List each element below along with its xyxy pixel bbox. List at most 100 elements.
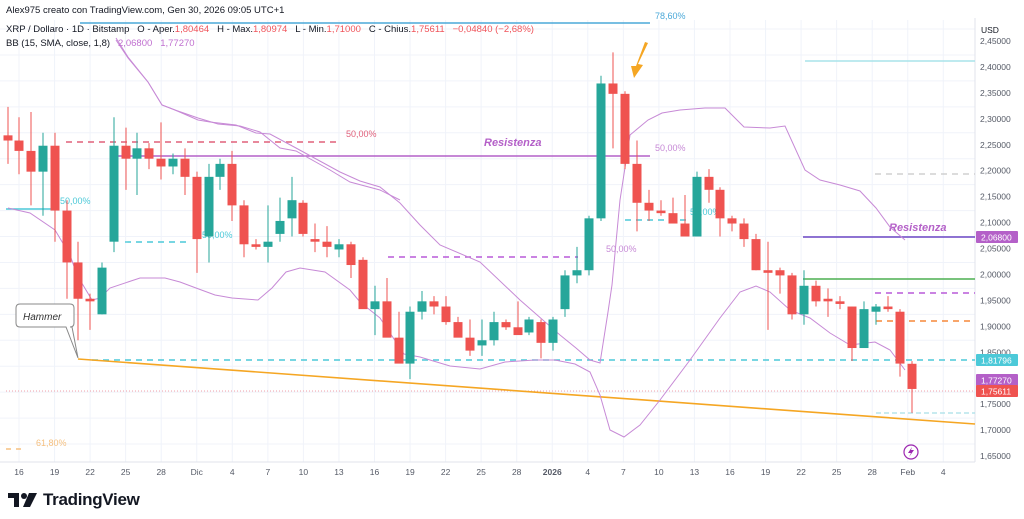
candle-down [811, 280, 821, 307]
time-tick-label: 16 [370, 467, 380, 477]
candle-down [715, 187, 725, 237]
candle-up [489, 311, 499, 346]
candle-up [417, 290, 427, 320]
time-tick-label: 7 [621, 467, 626, 477]
candle-down [668, 197, 678, 224]
time-tick-label: 4 [585, 467, 590, 477]
high-label: H - Max. [217, 24, 253, 35]
indicator-legend[interactable]: BB (15, SMA, close, 1,8) 2,06800 1,77270 [6, 38, 195, 49]
candle-down [680, 195, 690, 237]
candle-up [97, 262, 107, 315]
time-tick-label: 25 [832, 467, 842, 477]
time-tick-label: Dic [191, 467, 204, 477]
fib-50-label: 50,00% [606, 244, 637, 254]
candle-down [763, 241, 773, 330]
chart-credit: Alex975 creato con TradingView.com, Gen … [6, 5, 285, 16]
price-tick-label: 2,40000 [980, 62, 1011, 72]
time-axis[interactable]: 16 19 22 25 28 Dic 4 7 10 13 16 19 22 25 28 2026 4 7 10 13 1… [14, 467, 946, 477]
price-tick-label: 2,25000 [980, 140, 1011, 150]
candle-down [907, 361, 917, 413]
time-tick-label: 19 [405, 467, 415, 477]
tradingview-logo-icon [8, 493, 37, 507]
time-tick-label: 28 [867, 467, 877, 477]
fib-618-label: 61,80% [36, 438, 67, 448]
candle-up [287, 176, 297, 237]
price-tick-label: 1,70000 [980, 425, 1011, 435]
candle-down [823, 288, 833, 317]
candle-up [109, 117, 119, 253]
high-value: 1,80974 [252, 24, 288, 35]
time-tick-label: 19 [761, 467, 771, 477]
candle-up [477, 319, 487, 356]
candle-up [263, 205, 273, 263]
lightning-icon[interactable] [903, 444, 919, 460]
candle-down [26, 112, 36, 206]
time-tick-label: 16 [725, 467, 735, 477]
price-label-badge [976, 231, 1018, 243]
price-label-value: 1,77270 [981, 376, 1012, 386]
candle-up [572, 246, 582, 284]
candle-up [275, 197, 285, 242]
time-tick-label: 4 [230, 467, 235, 477]
candle-up [596, 75, 606, 221]
fib-top-label: 78,60% [655, 11, 686, 21]
candle-down [394, 311, 404, 364]
candle-down [441, 296, 451, 325]
fib-50-label: 50,00% [202, 230, 233, 240]
candle-down [632, 140, 642, 232]
resistance-label-2: Resistenza [889, 222, 946, 234]
tradingview-logo[interactable]: TradingView [8, 490, 140, 510]
time-tick-label: 22 [441, 467, 451, 477]
chart-grid [0, 18, 976, 463]
candle-down [501, 319, 511, 330]
price-tick-label: 2,20000 [980, 166, 1011, 176]
time-tick-label: Feb [900, 467, 915, 477]
candle-down [536, 319, 546, 359]
candle-up [871, 303, 881, 325]
brand-name: TradingView [43, 490, 140, 509]
candle-down [704, 169, 714, 203]
candle-down [608, 52, 618, 149]
price-tick-label: 2,00000 [980, 269, 1011, 279]
candle-down [298, 200, 308, 237]
open-value: 1,80464 [174, 24, 210, 35]
candle-up [370, 285, 380, 336]
candle-down [751, 233, 761, 271]
price-label-value: 1,81796 [981, 356, 1012, 366]
fib-50-label: 50,00% [655, 143, 686, 153]
price-tick-label: 2,45000 [980, 36, 1011, 46]
bb-upper-left [115, 37, 401, 201]
candle-down [787, 272, 797, 320]
drawing-overlays: 78,60% 50,00% Resistenza 50,00% 50,00% 50,00%… [6, 11, 976, 460]
candle-up [548, 316, 558, 351]
candle-down [644, 189, 654, 221]
time-tick-label: 28 [512, 467, 522, 477]
candle-up [584, 215, 594, 276]
candle-down [382, 278, 392, 338]
candle-up [859, 301, 869, 349]
time-tick-label: 22 [85, 467, 95, 477]
candle-down [358, 257, 368, 310]
close-value: 1,75611 [411, 24, 445, 35]
price-tick-label: 1,95000 [980, 295, 1011, 305]
price-label-badge [976, 354, 1018, 366]
time-tick-label: 28 [156, 467, 166, 477]
candle-down [14, 117, 24, 175]
price-tick-label: 2,05000 [980, 244, 1011, 254]
price-tick-label: 2,30000 [980, 114, 1011, 124]
candle-down [251, 239, 261, 250]
time-tick-label: 10 [654, 467, 664, 477]
symbol-name[interactable]: XRP / Dollaro · 1D · Bitstamp [6, 24, 130, 35]
candle-down [227, 150, 237, 221]
candle-down [429, 296, 439, 315]
candle-up [204, 163, 214, 263]
candle-down [3, 106, 13, 164]
bb-lower-value: 1,77270 [160, 38, 195, 49]
price-tick-label: 1,65000 [980, 451, 1011, 461]
candle-up [560, 270, 570, 317]
price-label-value: 1,75611 [981, 387, 1011, 397]
price-tick-label: 2,15000 [980, 192, 1011, 202]
candle-down [656, 200, 666, 216]
